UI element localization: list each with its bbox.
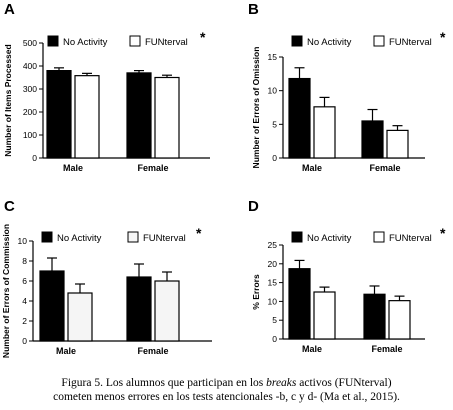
legend-swatch-0 [291,231,303,243]
category-label-male: Male [63,163,83,173]
caption-line1-before: Figura 5. Los alumnos que participan en … [61,377,267,389]
significance-star: * [200,29,206,45]
y-tick-label: 6 [22,276,27,286]
legend-label-1: FUNterval [145,37,188,48]
bar-female-1 [154,76,180,159]
y-tick-label: 10 [18,236,28,246]
y-tick-label: 100 [23,130,37,140]
bar-male-0 [46,69,72,159]
bar-female-0 [363,293,386,340]
caption-line2: cometen menos errores en los tests atenc… [53,391,400,403]
bar-female-0 [126,276,152,342]
bar-female-1 [154,280,180,342]
category-label-male: Male [302,344,322,354]
y-tick-label: 5 [272,315,277,325]
bar-male-1 [74,75,100,159]
y-tick-label: 25 [268,240,278,250]
y-axis-title: % Errors [251,274,261,310]
figure-caption: Figura 5. Los alumnos que participan en … [0,376,453,404]
legend-label-0: No Activity [307,37,352,48]
legend-label-1: FUNterval [389,233,432,244]
y-tick-label: 0 [22,336,27,346]
y-axis-title: Number of Errors of Omission [251,47,261,169]
legend-label-0: No Activity [63,37,108,48]
legend-label-0: No Activity [57,233,102,244]
y-axis-title: Number of Items Processed [3,44,13,156]
y-tick-label: 200 [23,107,37,117]
y-axis-title: Number of Errors of Commission [1,224,11,358]
legend-label-1: FUNterval [143,233,186,244]
legend-swatch-0 [291,35,303,47]
y-tick-label: 10 [268,86,278,96]
y-tick-label: 0 [272,334,277,344]
panel-letter: C [4,198,15,215]
significance-star: * [440,225,446,241]
y-tick-label: 300 [23,84,37,94]
bar-male-0 [288,268,311,340]
y-tick-label: 5 [272,119,277,129]
y-tick-label: 4 [22,296,27,306]
category-label-male: Male [302,163,322,173]
category-label-female: Female [137,163,168,173]
category-label-male: Male [56,346,76,356]
figure-panels: A*No Activity FUNterval0100200300400500Nu… [1,1,446,358]
significance-star: * [440,29,446,45]
y-tick-label: 500 [23,38,37,48]
bar-female-0 [361,120,384,159]
y-tick-label: 8 [22,256,27,266]
chart-panel-a: A * No Activity FUNterval 0 100 200 300 400 500 Nu… [3,1,210,173]
significance-star: * [196,225,202,241]
chart-panel-b: B * No Activity FUNterval 0 5 10 15 Number of Er… [248,1,446,173]
y-tick-label: 15 [268,278,278,288]
category-label-female: Female [369,163,400,173]
caption-line1-italic: breaks [266,377,297,389]
bar-female-1 [386,129,409,159]
bar-male-0 [288,77,311,159]
y-tick-label: 20 [268,259,278,269]
legend-label-1: FUNterval [389,37,432,48]
bar-male-1 [67,292,93,342]
bar-male-0 [39,270,65,342]
bar-female-0 [126,72,152,159]
legend-swatch-0 [41,231,53,243]
legend-swatch-1 [373,35,385,47]
caption-line1-after: activos (FUNterval) [296,377,392,389]
y-tick-label: 15 [268,52,278,62]
chart-panel-d: D * No Activity FUNterval 0 5 10 15 20 25 % Errors… [248,198,446,354]
legend-swatch-1 [373,231,385,243]
y-tick-label: 0 [32,153,37,163]
y-tick-label: 400 [23,61,37,71]
legend-label-0: No Activity [307,233,352,244]
panel-letter: A [4,1,15,18]
panel-letter: B [248,1,259,18]
category-label-female: Female [137,346,168,356]
legend-swatch-1 [129,35,141,47]
y-tick-label: 10 [268,296,278,306]
legend-swatch-0 [47,35,59,47]
panel-letter: D [248,198,259,215]
legend-swatch-1 [127,231,139,243]
chart-panel-c: C * No Activity FUNterval 0 2 4 6 8 10 Number of E… [1,198,212,358]
bar-male-1 [313,291,336,340]
bar-female-1 [388,300,411,340]
bar-male-1 [313,106,336,159]
y-tick-label: 2 [22,316,27,326]
category-label-female: Female [371,344,402,354]
y-tick-label: 0 [272,153,277,163]
